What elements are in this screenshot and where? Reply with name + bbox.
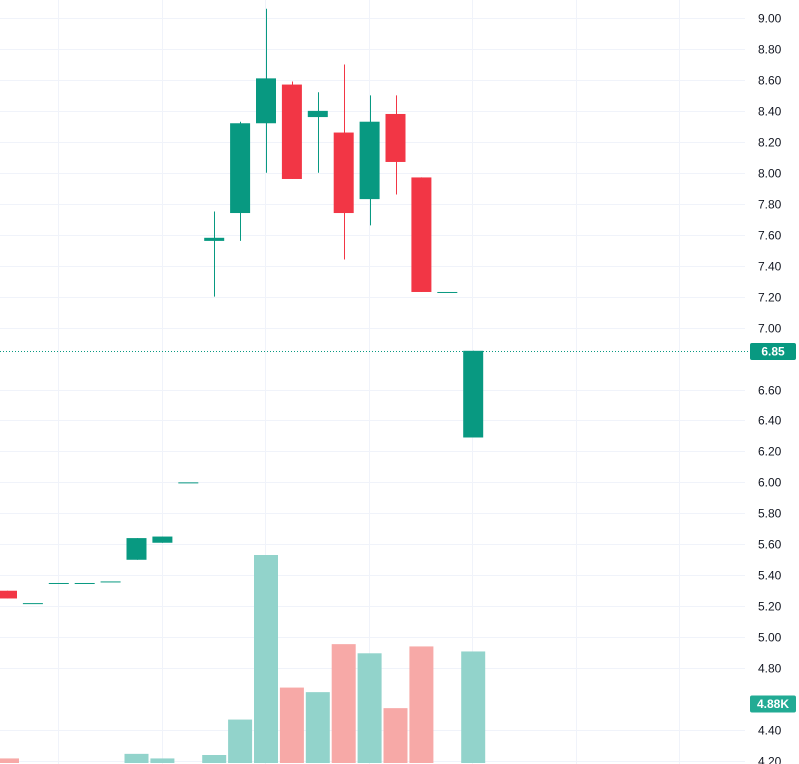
candle-body [333, 132, 354, 214]
last-price-badge [750, 343, 796, 360]
candle-body [385, 113, 406, 162]
y-tick-label: 8.40 [758, 105, 782, 119]
candle-body [74, 582, 95, 584]
last-volume-label: 4.88K [757, 697, 789, 711]
candle-body [230, 123, 251, 214]
candles [0, 8, 484, 605]
candle-body [437, 291, 458, 293]
candle-body [256, 78, 276, 124]
candle-body [307, 110, 328, 118]
y-tick-label: 5.20 [758, 600, 782, 614]
y-tick-label: 4.40 [758, 724, 782, 738]
volume-bar [254, 555, 278, 763]
y-tick-label: 6.60 [758, 384, 782, 398]
volume-bar [202, 755, 227, 763]
y-tick-label: 5.00 [758, 631, 782, 645]
candle-body [100, 581, 121, 583]
candle-body [152, 536, 173, 543]
volume-bar [0, 758, 19, 763]
volume-bar [383, 708, 408, 763]
grid-lines [0, 0, 745, 764]
y-tick-label: 6.20 [758, 445, 782, 459]
last-price-label: 6.85 [761, 345, 785, 359]
volume-bar [279, 687, 304, 763]
volume-bar [461, 651, 486, 763]
volume-bar [228, 719, 253, 763]
volume-bars [0, 555, 486, 763]
y-tick-label: 7.00 [758, 322, 782, 336]
last-volume-badge [750, 695, 796, 713]
axis-badges: 6.85 4.88K [750, 343, 796, 713]
candle-body [0, 590, 17, 599]
y-tick-label: 8.60 [758, 74, 782, 88]
candle-body [126, 538, 147, 560]
candle-body [22, 603, 43, 605]
y-tick-label: 6.40 [758, 414, 782, 428]
y-tick-label: 8.80 [758, 43, 782, 57]
volume-bar [124, 753, 149, 763]
candle-body [204, 237, 225, 241]
candle-body [411, 177, 432, 292]
y-tick-label: 5.80 [758, 507, 782, 521]
y-tick-label: 7.60 [758, 229, 782, 243]
candle-body [359, 121, 380, 200]
y-tick-label: 8.00 [758, 167, 782, 181]
candle-body [48, 582, 69, 584]
candle-body [281, 84, 302, 179]
candle-body [463, 350, 484, 438]
price-axis[interactable]: 9.00 8.80 8.60 8.40 8.20 8.00 7.80 7.60 7.40 7.20… [758, 12, 782, 764]
volume-bar [409, 646, 434, 763]
volume-bar [305, 692, 330, 763]
y-tick-label: 7.80 [758, 198, 782, 212]
y-tick-label: 7.40 [758, 260, 782, 274]
volume-bar [357, 653, 382, 763]
volume-bar [150, 758, 175, 763]
y-tick-label: 5.60 [758, 538, 782, 552]
y-tick-label: 5.40 [758, 569, 782, 583]
candle-body [178, 482, 199, 484]
y-tick-label: 6.00 [758, 476, 782, 490]
y-tick-label: 8.20 [758, 136, 782, 150]
y-tick-label: 4.20 [758, 755, 782, 764]
y-tick-label: 9.00 [758, 12, 782, 26]
y-tick-label: 4.80 [758, 662, 782, 676]
y-tick-label: 7.20 [758, 291, 782, 305]
volume-bar [331, 644, 356, 763]
